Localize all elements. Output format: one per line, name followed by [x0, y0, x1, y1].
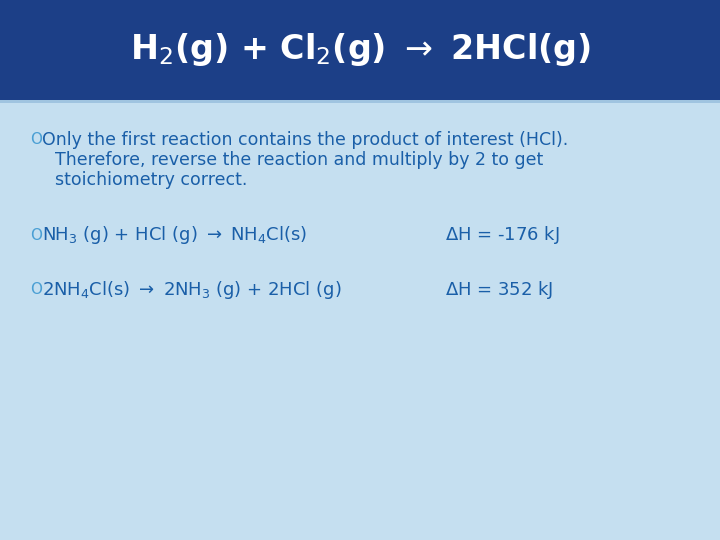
Text: stoichiometry correct.: stoichiometry correct. [55, 171, 248, 189]
Text: $\Delta$H = -176 kJ: $\Delta$H = -176 kJ [445, 224, 560, 246]
Text: Therefore, reverse the reaction and multiply by 2 to get: Therefore, reverse the reaction and mult… [55, 151, 544, 169]
Text: H$_2$(g) + Cl$_2$(g) $\rightarrow$ 2HCl(g): H$_2$(g) + Cl$_2$(g) $\rightarrow$ 2HCl(… [130, 31, 590, 69]
FancyBboxPatch shape [0, 0, 720, 100]
Text: Only the first reaction contains the product of interest (HCl).: Only the first reaction contains the pro… [42, 131, 568, 149]
Text: O: O [30, 132, 42, 147]
FancyBboxPatch shape [0, 100, 720, 103]
Text: O: O [30, 227, 42, 242]
Text: $\Delta$H = 352 kJ: $\Delta$H = 352 kJ [445, 279, 554, 301]
Text: O: O [30, 282, 42, 298]
Text: NH$_3$ (g) + HCl (g) $\rightarrow$ NH$_4$Cl(s): NH$_3$ (g) + HCl (g) $\rightarrow$ NH$_4… [42, 224, 307, 246]
Text: 2NH$_4$Cl(s) $\rightarrow$ 2NH$_3$ (g) + 2HCl (g): 2NH$_4$Cl(s) $\rightarrow$ 2NH$_3$ (g) +… [42, 279, 341, 301]
